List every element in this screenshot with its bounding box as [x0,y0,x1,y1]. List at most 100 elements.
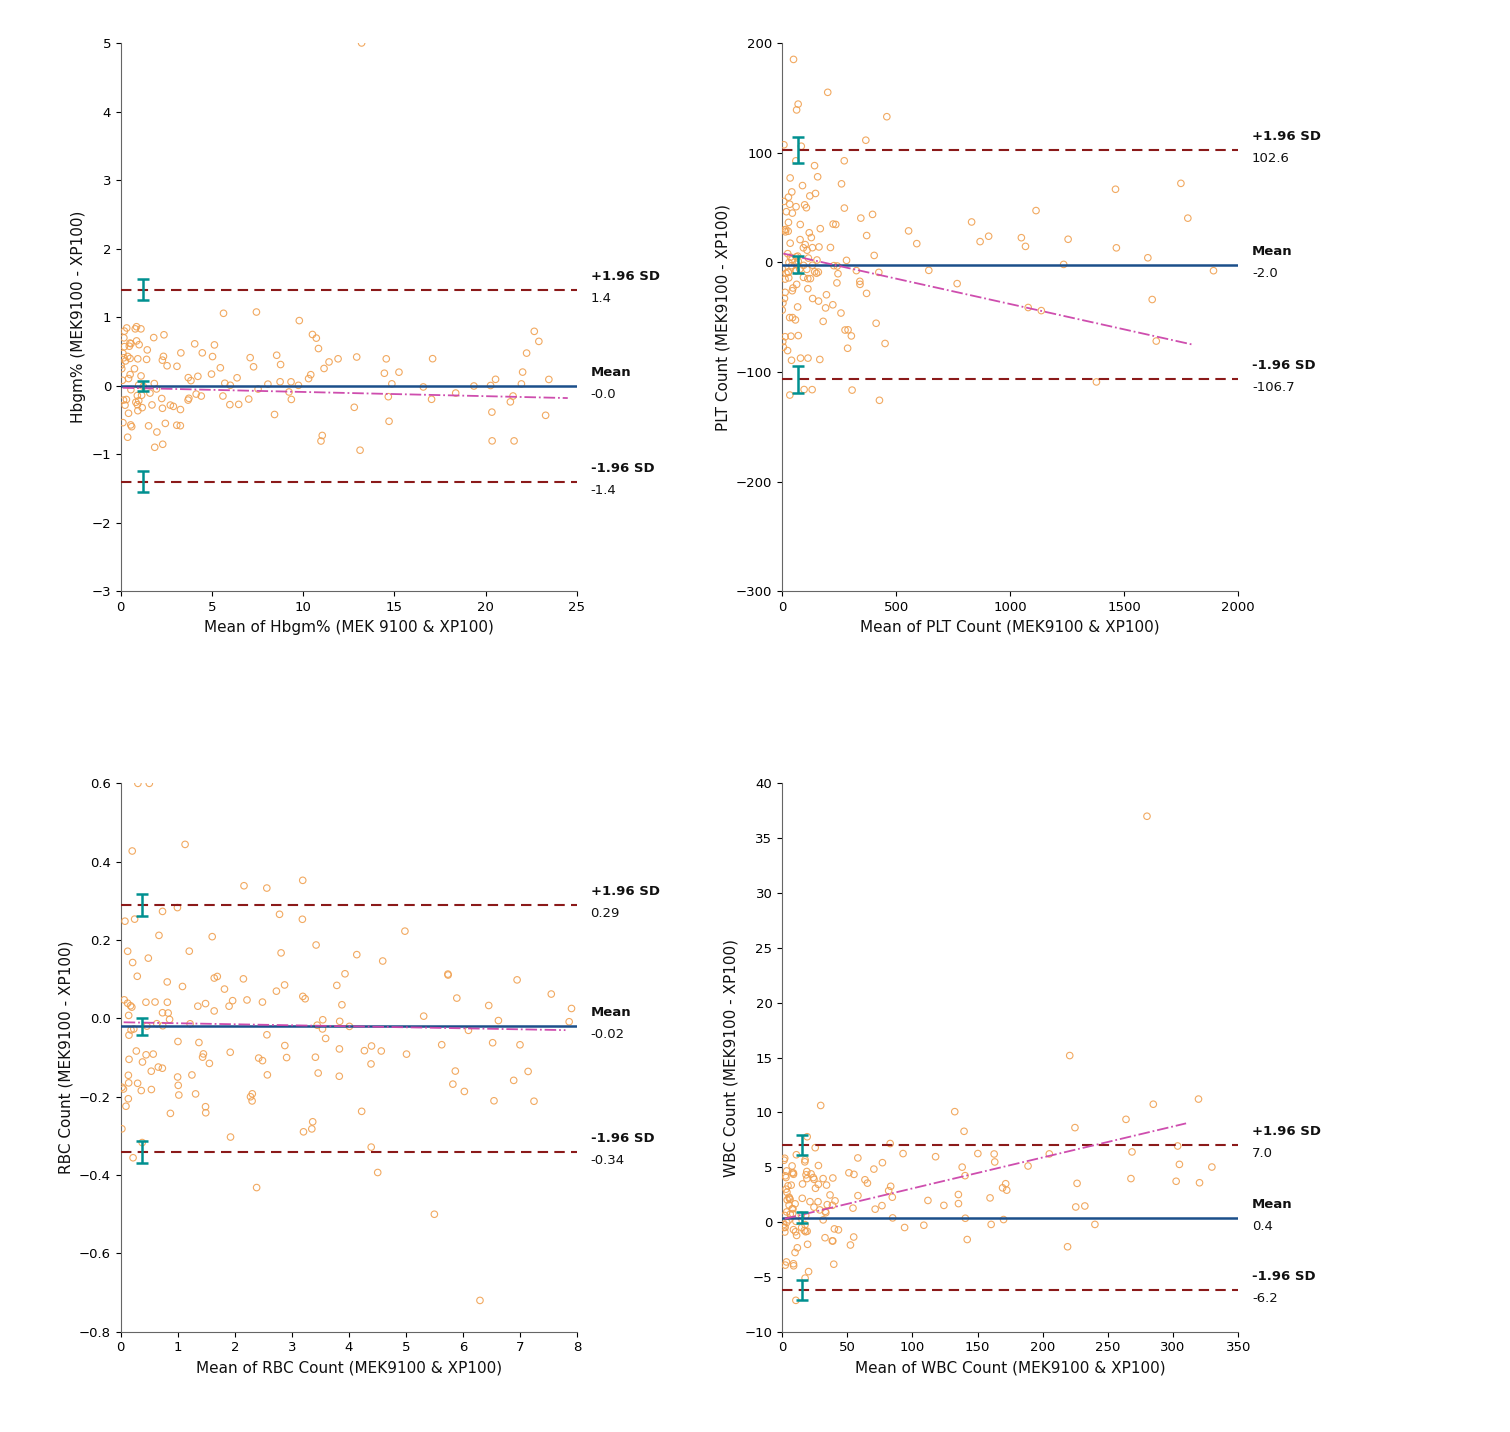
X-axis label: Mean of WBC Count (MEK9100 & XP100): Mean of WBC Count (MEK9100 & XP100) [855,1360,1166,1375]
Point [778,1187,802,1210]
Point [516,1060,541,1083]
Point [790,1173,814,1196]
Text: -1.96 SD: -1.96 SD [1252,1270,1315,1283]
Point [779,325,803,348]
Point [1030,299,1054,322]
Point [843,1163,867,1186]
Point [992,1209,1016,1232]
Point [177,367,201,390]
Point [791,253,815,276]
Point [1063,1196,1087,1219]
Point [775,200,799,223]
Point [788,591,812,614]
Point [779,248,803,271]
Point [917,259,941,282]
Point [794,1163,818,1186]
Point [269,941,293,964]
Point [806,1190,830,1213]
Point [498,391,522,414]
Point [778,384,802,407]
Point [296,367,320,390]
Point [125,400,149,422]
Point [119,378,143,401]
Point [818,236,843,259]
Point [821,212,846,235]
Point [110,369,134,392]
Point [183,332,207,355]
Point [823,213,847,236]
Point [773,1216,797,1239]
Point [177,939,201,962]
Point [820,1194,844,1217]
Point [855,1171,879,1194]
Point [186,995,210,1018]
Point [267,902,291,925]
Point [874,105,898,127]
Point [805,165,829,188]
Point [166,1084,190,1107]
Point [788,347,812,369]
Point [1016,1154,1040,1177]
Point [855,223,879,246]
Point [1169,172,1193,195]
Point [781,202,805,225]
Point [211,385,236,408]
Point [125,394,149,417]
Point [112,988,136,1011]
Point [190,341,214,364]
Point [220,990,245,1012]
Point [202,334,226,357]
Point [966,1143,991,1166]
Point [775,1211,799,1234]
Point [113,349,137,372]
Point [166,1030,190,1053]
Point [779,253,803,276]
Point [482,1090,506,1113]
Point [802,1166,826,1189]
Point [803,1177,827,1200]
Point [776,339,800,362]
Text: 102.6: 102.6 [1252,152,1290,165]
Point [1083,1213,1107,1236]
Point [314,1027,338,1050]
Point [245,1176,269,1199]
Point [267,371,291,394]
Point [814,1200,838,1223]
Point [359,1034,384,1057]
Point [187,1031,211,1054]
Point [307,1061,331,1084]
Point [510,361,535,384]
Point [864,312,888,335]
Point [1120,1140,1145,1163]
Point [423,1203,447,1226]
Point [776,1209,800,1232]
Point [770,299,794,322]
Point [116,1071,140,1094]
Point [796,347,820,369]
Point [124,315,148,338]
Point [773,1164,797,1187]
Point [788,228,812,251]
Point [824,255,849,278]
Point [368,1040,393,1063]
Point [799,226,823,249]
Point [1202,259,1226,282]
Point [959,211,983,233]
Y-axis label: WBC Count (MEK9100 - XP100): WBC Count (MEK9100 - XP100) [723,938,738,1177]
Point [775,1200,799,1223]
Point [821,1167,846,1190]
Point [328,1010,352,1032]
Point [815,80,840,103]
Point [802,261,826,284]
Point [373,362,397,385]
Point [772,1213,796,1236]
Point [841,1197,865,1220]
Point [797,222,821,245]
Point [947,1183,971,1206]
Point [778,306,802,329]
Point [793,1148,817,1171]
Point [480,1031,504,1054]
Point [184,1083,208,1106]
Point [255,1064,279,1087]
Point [509,372,533,395]
